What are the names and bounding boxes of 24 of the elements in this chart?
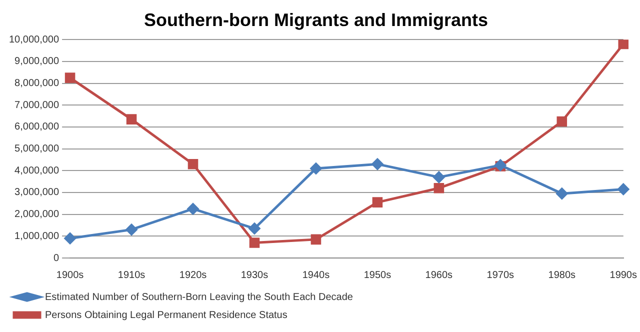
x-tick-label: 1920s [179,270,207,281]
y-tick-label: 3,000,000 [14,187,60,198]
x-tick-label: 1910s [118,270,146,281]
y-tick-label: 1,000,000 [14,230,60,242]
x-tick-label: 1960s [425,270,453,281]
x-tick-label: 1950s [364,270,392,281]
x-tick-label: 1930s [240,270,268,281]
x-tick-label: 1900s [56,270,84,281]
y-tick-label: 4,000,000 [14,165,60,176]
y-tick-label: 0 [53,252,60,264]
y-tick-label: 6,000,000 [14,122,60,133]
y-tick-label: 5,000,000 [14,144,60,155]
legend-label: Persons Obtaining Legal Permanent Residence Status [45,310,288,321]
x-tick-label: 1970s [486,270,514,281]
y-tick-label: 2,000,000 [14,209,60,220]
y-tick-label: 7,000,000 [14,100,60,111]
y-tick-label: 10,000,000 [8,34,60,46]
x-tick-label: 1940s [302,270,330,281]
y-tick-label: 8,000,000 [14,78,60,90]
y-tick-label: 9,000,000 [14,56,60,68]
chart-title: Southern-born Migrants and Immigrants [144,10,488,30]
legend-label: Estimated Number of Southern-Born Leaving the South Each Decade [45,292,354,303]
x-tick-label: 1980s [548,270,576,281]
x-tick-label: 1990s [610,270,637,281]
